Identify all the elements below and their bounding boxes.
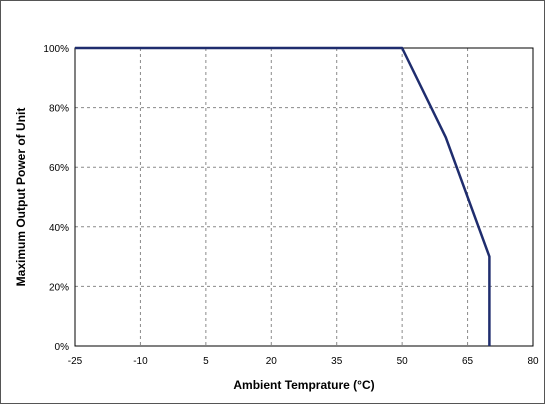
x-tick-label: 35 [331, 356, 343, 367]
plot-area [74, 47, 534, 347]
series-layer [75, 46, 491, 346]
x-tick-label: 5 [203, 356, 209, 367]
y-tick-labels: 0% 20% 40% 60% 80% 100% [43, 44, 69, 353]
x-tick-labels: -25 -10 5 20 35 50 65 80 [68, 356, 539, 367]
x-tick-label: 65 [462, 356, 474, 367]
y-tick-label: 80% [49, 104, 69, 115]
x-axis-title: Ambient Temprature (°C) [233, 378, 374, 392]
x-tick-label: 50 [397, 356, 409, 367]
y-tick-label: 40% [49, 223, 69, 234]
x-tick-label: -25 [68, 356, 83, 367]
series-line-0 [75, 46, 491, 346]
y-tick-label: 100% [43, 44, 69, 55]
y-tick-label: 0% [55, 342, 70, 353]
x-tick-label: 80 [527, 356, 539, 367]
y-tick-label: 20% [49, 282, 69, 293]
x-tick-label: 20 [266, 356, 278, 367]
y-tick-label: 60% [49, 163, 69, 174]
x-tick-label: -10 [133, 356, 148, 367]
y-axis-title: Maximum Output Power of Unit [14, 108, 28, 287]
grid-lines [75, 48, 533, 346]
